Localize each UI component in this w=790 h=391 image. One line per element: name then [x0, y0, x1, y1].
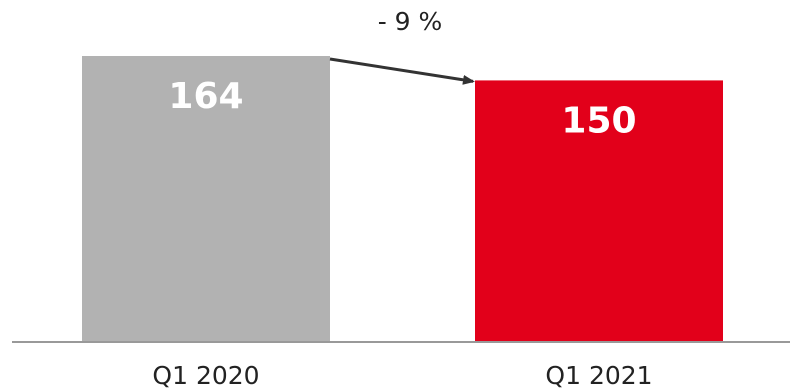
data-label: 150 [561, 100, 636, 141]
bar-q1-2020 [82, 56, 330, 342]
x-tick-label: Q1 2021 [545, 361, 652, 390]
labels-layer: 164 Q1 2020 150 Q1 2021 [152, 76, 652, 390]
x-tick-label: Q1 2020 [152, 361, 259, 390]
change-annotation: - 9 % [378, 7, 443, 36]
data-label: 164 [168, 76, 243, 117]
bars-layer [82, 56, 723, 342]
change-arrow [329, 57, 475, 85]
bar-q1-2021 [475, 80, 723, 342]
